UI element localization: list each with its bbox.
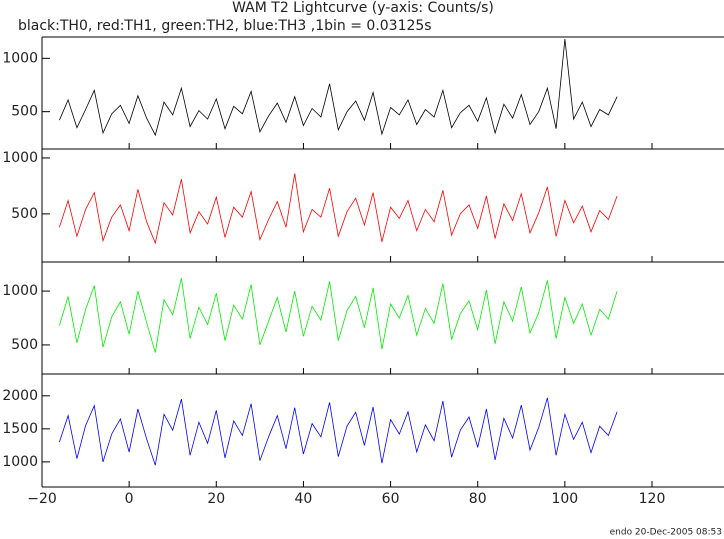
light-curve [59,278,618,353]
y-tick-label: 1500 [2,421,38,437]
footer: endo 20-Dec-2005 08:53 [610,528,722,538]
light-curve [59,173,618,245]
chart-subtitle: black:TH0, red:TH1, green:TH2, blue:TH3 … [18,18,432,34]
x-tick-label: 40 [295,491,313,507]
x-tick-label: 20 [207,491,225,507]
x-tick-label: 80 [469,491,487,507]
y-tick-label: 500 [11,337,38,353]
y-tick-label: 1000 [2,150,38,166]
y-tick-label: 2000 [2,388,38,404]
y-tick-label: 1000 [2,283,38,299]
x-tick-label: 120 [639,491,666,507]
x-tick-label: −20 [27,491,57,507]
y-tick-label: 1000 [2,454,38,470]
y-tick-label: 500 [11,104,38,120]
x-tick-label: 0 [125,491,134,507]
y-tick-label: 1000 [2,50,38,66]
chart-title: WAM T2 Lightcurve (y-axis: Counts/s) [232,0,494,16]
light-curve [59,39,618,137]
x-tick-label: 60 [382,491,400,507]
x-tick-label: 100 [551,491,578,507]
light-curve [59,397,618,466]
y-tick-label: 500 [11,206,38,222]
